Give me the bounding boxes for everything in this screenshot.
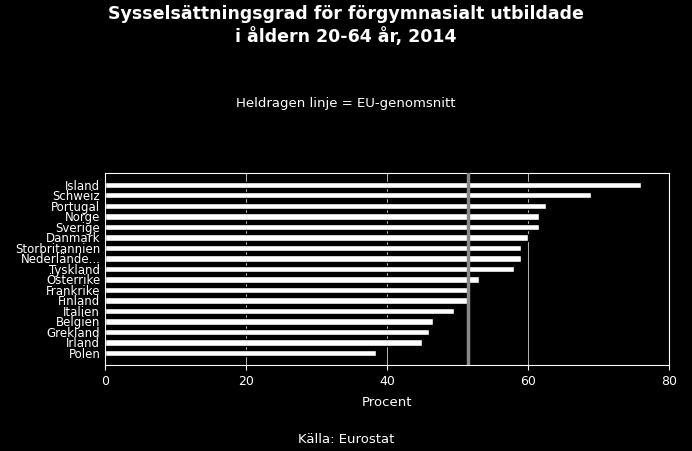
Bar	[105, 255, 521, 262]
Text: Heldragen linje = EU-genomsnitt: Heldragen linje = EU-genomsnitt	[236, 97, 456, 110]
Text: Källa: Eurostat: Källa: Eurostat	[298, 433, 394, 446]
Bar	[105, 276, 479, 283]
Bar	[105, 297, 468, 304]
X-axis label: Procent: Procent	[362, 396, 412, 409]
Text: Sysselsättningsgrad för förgymnasialt utbildade
i åldern 20-64 år, 2014: Sysselsättningsgrad för förgymnasialt ut…	[108, 5, 584, 46]
Bar	[105, 213, 538, 220]
Bar	[105, 308, 454, 314]
Bar	[105, 202, 546, 209]
Bar	[105, 329, 429, 335]
Bar	[105, 318, 433, 325]
Bar	[105, 192, 592, 198]
Bar	[105, 287, 468, 293]
Bar	[105, 224, 538, 230]
Bar	[105, 182, 641, 188]
Bar	[105, 350, 376, 356]
Bar	[105, 266, 514, 272]
Bar	[105, 234, 528, 240]
Bar	[105, 339, 422, 345]
Bar	[105, 245, 521, 251]
